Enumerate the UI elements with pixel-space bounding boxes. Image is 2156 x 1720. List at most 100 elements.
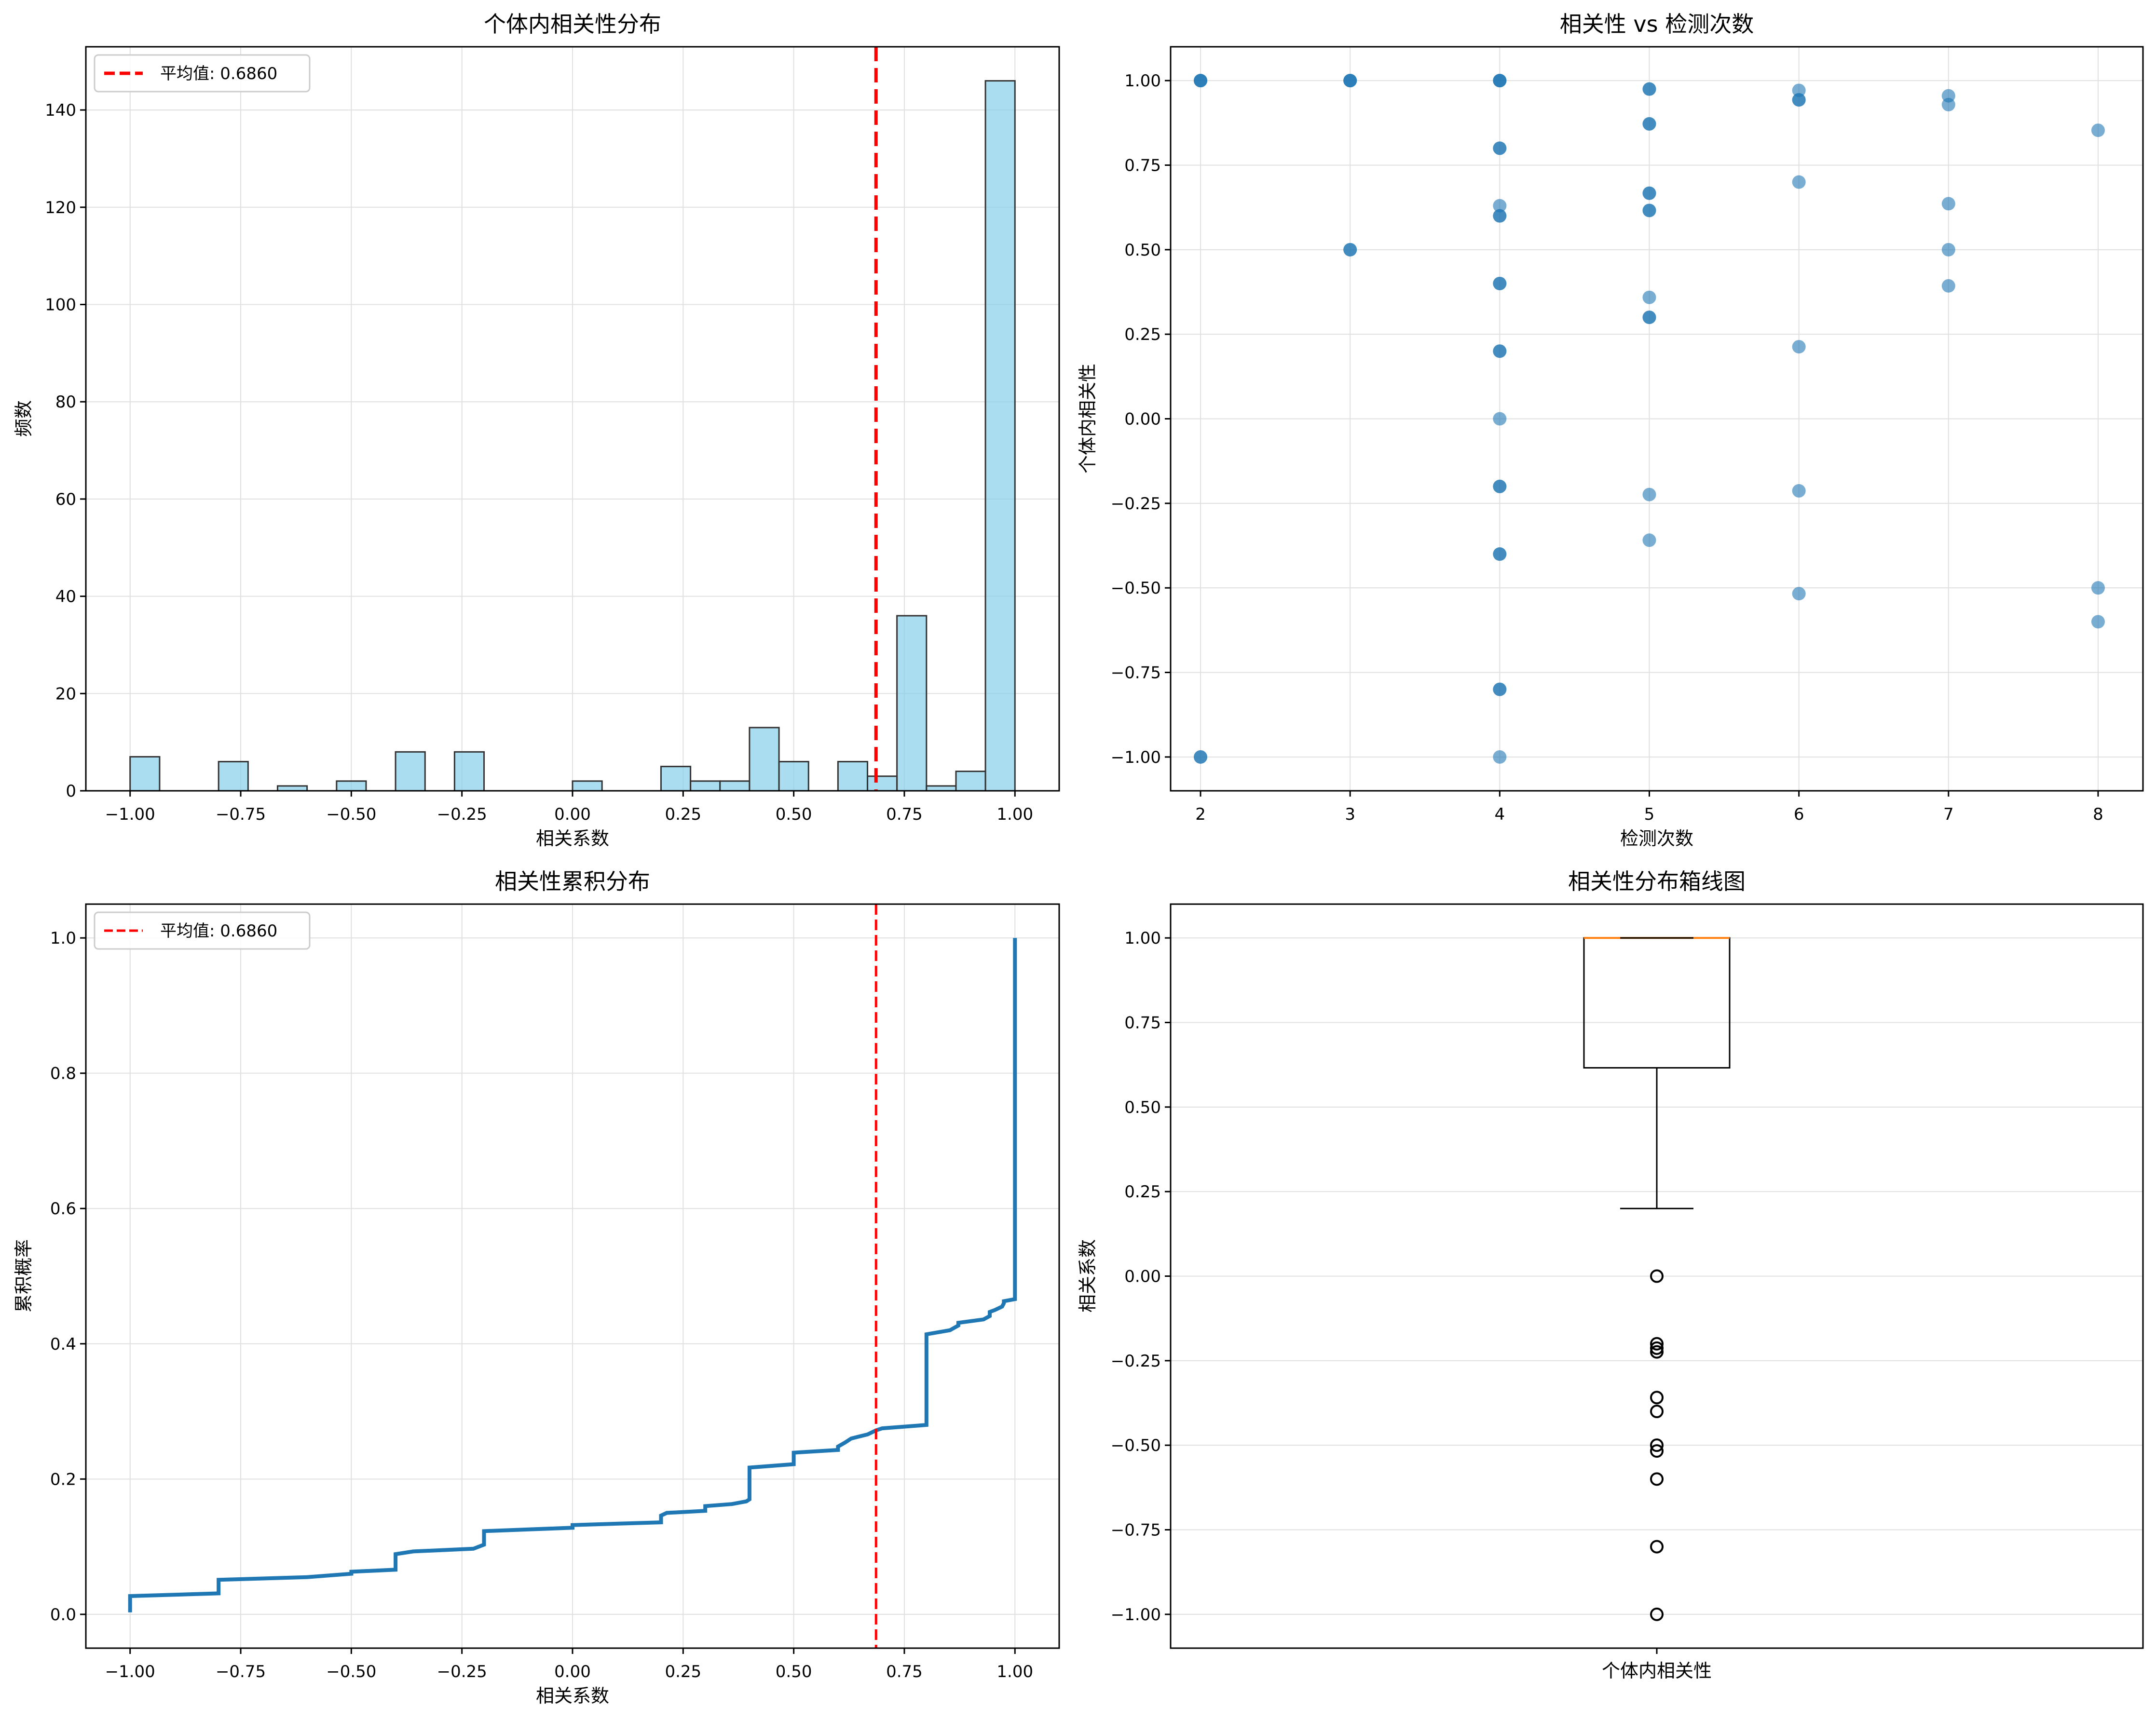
cdf-x-tick-label: 0.25 [665, 1662, 701, 1681]
scatter-title: 相关性 vs 检测次数 [1560, 11, 1754, 37]
boxplot-title: 相关性分布箱线图 [1568, 868, 1746, 894]
scatter-point [1493, 344, 1507, 358]
cdf-line [128, 938, 1017, 1612]
boxplot-grid [1171, 937, 2143, 1615]
histogram-bar [749, 727, 780, 792]
scatter-point [1194, 74, 1208, 88]
boxplot-y-tick-label: 0.50 [1124, 1098, 1161, 1117]
histogram-x-tick-label: −0.50 [326, 805, 376, 824]
boxplot-y-tick-label: −0.75 [1111, 1521, 1161, 1540]
cdf-grid [86, 904, 1059, 1648]
scatter-point [1642, 488, 1656, 501]
scatter-x-tick-label: 3 [1345, 805, 1355, 824]
scatter-y-tick-label: 0.50 [1124, 241, 1161, 260]
cdf-panel: 相关性累积分布 −1.00 −0.75 −0.50 −0.25 0.00 0.25 0.50… [13, 868, 1060, 1706]
cdf-legend-box [94, 911, 311, 950]
scatter-y-tick-label: 0.75 [1124, 156, 1161, 175]
histogram-bar [896, 615, 928, 792]
scatter-x-tick-label: 5 [1644, 805, 1655, 824]
boxplot-outlier [1650, 1472, 1664, 1486]
scatter-point [1941, 97, 1955, 111]
scatter-x-ticks: 2 3 4 5 6 7 8 [1195, 791, 2103, 824]
histogram-bar [395, 751, 426, 792]
histogram-panel: 个体内相关性分布 −1.00 −0.75 −0.50 −0.25 0.00 0.25 0.5… [13, 11, 1060, 849]
histogram-legend-label: 平均值: 0.6860 [160, 64, 277, 83]
scatter-point [1642, 533, 1656, 547]
scatter-y-tick-label: −0.25 [1111, 494, 1161, 514]
cdf-x-tick-label: −0.75 [216, 1662, 266, 1681]
histogram-bar [336, 780, 367, 792]
histogram-bar [837, 760, 869, 792]
boxplot-outlier [1650, 1269, 1664, 1283]
histogram-ylabel: 频数 [13, 400, 34, 437]
histogram-bar [453, 751, 485, 792]
boxplot-outlier [1650, 1405, 1664, 1419]
histogram-y-tick-label: 0 [66, 782, 76, 801]
cdf-y-tick-label: 1.0 [50, 929, 76, 948]
scatter-point [2091, 581, 2105, 595]
cdf-y-tick-label: 0.6 [50, 1199, 76, 1219]
boxplot-outlier [1650, 1540, 1664, 1554]
scatter-x-tick-label: 7 [1943, 805, 1954, 824]
scatter-point [1642, 203, 1656, 217]
scatter-point [1792, 340, 1806, 354]
boxplot-box [1583, 937, 1731, 1069]
cdf-x-tick-label: 0.00 [554, 1662, 591, 1681]
boxplot-y-tick-label: 0.75 [1124, 1013, 1161, 1032]
histogram-y-tick-label: 60 [55, 490, 76, 509]
boxplot-outlier [1650, 1337, 1664, 1351]
boxplot-outlier [1650, 1444, 1664, 1458]
scatter-y-tick-label: −0.75 [1111, 664, 1161, 683]
scatter-point [1792, 83, 1806, 97]
scatter-point [2091, 123, 2105, 137]
cdf-title: 相关性累积分布 [495, 868, 650, 894]
cdf-x-tick-label: 0.50 [776, 1662, 812, 1681]
boxplot-y-tick-label: −1.00 [1111, 1605, 1161, 1625]
scatter-point [1792, 587, 1806, 601]
scatter-grid [1171, 47, 2143, 791]
cdf-x-tick-label: −0.50 [326, 1662, 376, 1681]
cdf-legend: 平均值: 0.6860 [94, 911, 311, 950]
cdf-x-tick-label: −1.00 [105, 1662, 155, 1681]
scatter-point [1642, 290, 1656, 304]
boxplot-y-tick-label: −0.50 [1111, 1436, 1161, 1455]
scatter-point [1493, 141, 1507, 155]
scatter-xlabel: 检测次数 [1620, 828, 1693, 849]
boxplot-outlier [1650, 1438, 1664, 1452]
histogram-x-tick-label: 0.00 [554, 805, 591, 824]
boxplot-outlier [1650, 1391, 1664, 1405]
histogram-y-tick-label: 80 [55, 393, 76, 412]
boxplot-outlier [1650, 1345, 1664, 1359]
cdf-ylabel: 累积概率 [13, 1239, 34, 1313]
histogram-title: 个体内相关性分布 [484, 11, 661, 37]
scatter-y-ticks: −1.00 −0.75 −0.50 −0.25 0.00 0.25 0.50 0.75 1.00 [1111, 71, 1171, 767]
scatter-x-tick-label: 8 [2093, 805, 2103, 824]
boxplot-y-tick-label: 1.00 [1124, 929, 1161, 948]
scatter-panel: 相关性 vs 检测次数 2 3 4 5 6 7 8 −1.00 −0.75 −0.50 −0.25… [1077, 11, 2144, 849]
histogram-bar [778, 760, 809, 792]
boxplot-panel: 相关性分布箱线图 −1.00 −0.75 −0.50 −0.25 0.00 0.25 0.5… [1077, 868, 2144, 1681]
histogram-bar [690, 780, 721, 792]
cdf-x-tick-label: 0.75 [886, 1662, 923, 1681]
boxplot-shapes [1583, 937, 1731, 1621]
cdf-x-tick-label: −0.25 [437, 1662, 487, 1681]
cdf-x-ticks: −1.00 −0.75 −0.50 −0.25 0.00 0.25 0.50 0.75 1.00 [105, 1648, 1033, 1681]
scatter-point [1194, 750, 1208, 764]
scatter-y-tick-label: 0.00 [1124, 410, 1161, 429]
boxplot-y-tick-label: 0.00 [1124, 1267, 1161, 1287]
cdf-y-tick-label: 0.2 [50, 1470, 76, 1489]
histogram-y-ticks: 0 20 40 60 80 100 120 140 [45, 101, 86, 801]
scatter-point [1941, 243, 1955, 257]
cdf-xlabel: 相关系数 [536, 1685, 609, 1706]
boxplot-y-tick-label: 0.25 [1124, 1182, 1161, 1202]
histogram-x-tick-label: 0.50 [776, 805, 812, 824]
cdf-legend-label: 平均值: 0.6860 [160, 921, 277, 941]
boxplot-ylabel: 相关系数 [1077, 1239, 1098, 1313]
scatter-point [1792, 484, 1806, 498]
scatter-point [1792, 175, 1806, 189]
scatter-y-tick-label: −0.50 [1111, 579, 1161, 598]
scatter-point [1493, 479, 1507, 493]
histogram-x-ticks: −1.00 −0.75 −0.50 −0.25 0.00 0.25 0.50 0.75 1.00 [105, 791, 1033, 824]
boxplot-outlier [1650, 1607, 1664, 1621]
